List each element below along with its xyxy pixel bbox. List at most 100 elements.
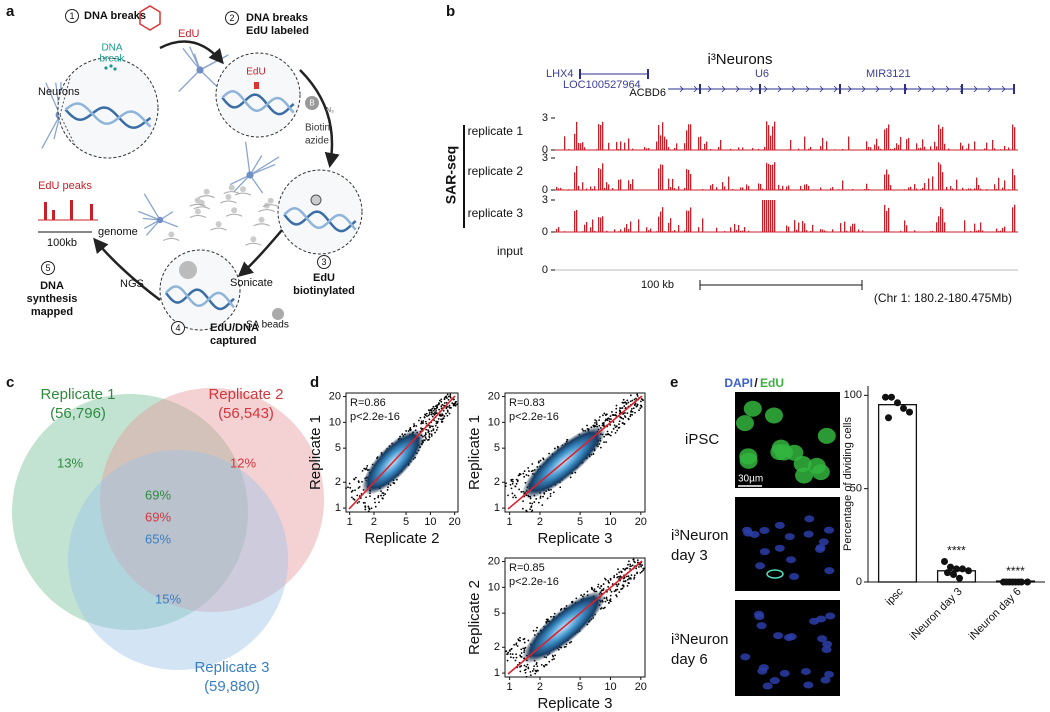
scatter-dot [523,641,526,644]
fragment-bead [231,207,238,214]
coverage-bar [582,182,584,190]
coverage-bar [842,148,844,150]
scatter-dot [628,577,630,580]
scatter-dot [609,423,612,426]
scatter-dot [516,480,519,483]
nucleus [759,548,770,556]
coverage-bar [962,145,964,150]
nucleus [735,415,754,432]
coverage-bar [598,217,600,232]
scatter-dot [625,575,628,578]
coverage-bar [944,222,946,232]
row-label: i³Neuron [671,631,729,648]
coverage-bar [822,138,824,150]
y-tick-label: 20 [488,555,500,567]
coverage-bar [740,230,742,232]
scatter-dot [436,406,439,409]
coverage-bar [632,148,634,150]
coverage-bar [810,230,812,232]
scatter-dot [607,581,610,584]
scatter-dot [536,665,539,668]
coverage-bar [582,231,584,232]
scatter-dot [616,585,619,588]
scatter-dot [621,407,624,409]
coverage-bar [744,227,746,232]
scatter-dot [610,590,613,593]
scatter-dot [622,417,625,420]
y-tick-label: 10 [329,416,341,428]
dna-fragment [262,204,279,208]
coverage-bar [594,186,596,190]
x-tick-label: 20 [635,516,647,528]
reagent-label: EdU [178,28,199,40]
dna-fragment [198,195,215,199]
break-dot [104,66,108,70]
nucleus [822,640,833,648]
coverage-bar [906,139,908,150]
track-tick-label: 3 [542,112,548,124]
scatter-dot [614,414,617,416]
x-tick-label: 10 [424,516,436,528]
scatter-dot [621,401,624,404]
scatter-dot [627,401,630,404]
scatter-dot [523,470,526,473]
coverage-bar [1014,204,1016,232]
scatter-dot [423,416,426,419]
coverage-bar [946,186,948,190]
y-tick-label: 1 [494,502,500,514]
scatter-dot [374,501,376,504]
coverage-bar [738,225,740,232]
coverage-bar [576,209,578,232]
coverage-bar [574,211,576,232]
coverage-bar [578,185,580,190]
scatter-dot [559,486,562,489]
process-arrow [93,237,161,301]
coverage-bar [826,231,828,232]
scatter-dot [446,397,448,399]
set-name: Replicate 3 [194,659,269,676]
nucleus [757,667,768,675]
bead [179,261,197,279]
coverage-bar [598,124,600,150]
scatter-dot [418,419,420,422]
coverage-bar [734,223,736,232]
scatter-dot [633,576,636,579]
coverage-bar [658,168,660,190]
scatter-dot [615,583,618,586]
coverage-bar [594,230,596,232]
coverage-bar [782,185,784,190]
scatter-dot [614,426,617,429]
coverage-bar [760,183,762,190]
coverage-bar [866,141,868,150]
coverage-bar [866,183,868,190]
coverage-bar [558,227,560,232]
scatter-dot [594,419,597,421]
scatter-dot [519,636,521,639]
scatter-dot [363,467,366,470]
coverage-bar [592,219,594,232]
coverage-bar [942,126,944,150]
scatter-dot [453,398,455,401]
y-tick-label: 100 [844,389,862,401]
scatter-dot [597,583,600,586]
scatter-dot [531,509,534,512]
data-point [959,565,966,573]
scatter-dot [432,429,435,432]
coverage-bar [676,143,678,150]
edu-label: EdU [246,67,265,78]
coverage-bar [940,128,942,150]
y-axis-label: Replicate 2 [466,580,483,655]
coverage-bar [564,136,566,150]
coverage-bar [762,188,764,190]
scatter-dot [600,585,603,588]
coverage-bar [774,162,776,190]
scatter-dot [632,558,635,561]
coverage-bar [840,223,842,232]
scatter-dot [633,398,636,401]
nucleus [809,617,820,625]
coverage-bar [870,147,872,150]
coverage-bar [940,164,942,190]
scatter-dot [615,573,618,576]
scatter-dot [456,403,458,406]
coverage-bar [824,230,826,232]
